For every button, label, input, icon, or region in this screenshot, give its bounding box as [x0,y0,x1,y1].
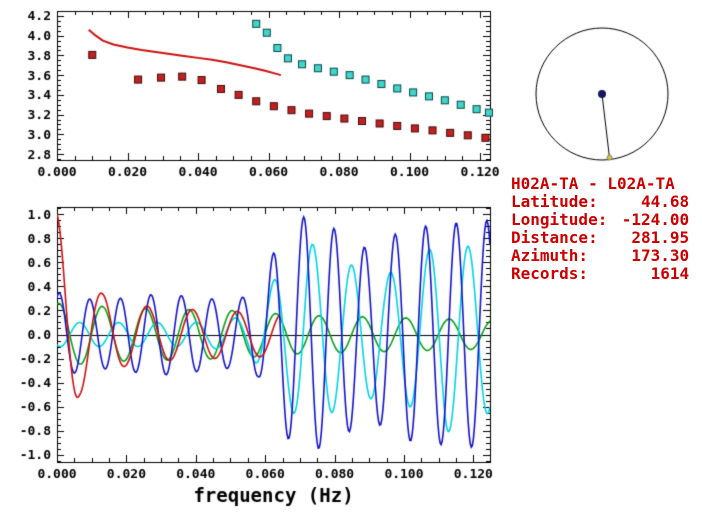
info-row-azimuth: Azimuth: 173.30 [511,247,701,265]
distance-label: Distance: [511,228,598,247]
latitude-label: Latitude: [511,192,598,211]
azimuth-label: Azimuth: [511,246,589,265]
longitude-value: -124.00 [621,210,690,229]
station-pair-title: H02A-TA - L02A-TA [511,174,675,193]
records-label: Records: [511,264,589,283]
info-row-records: Records: 1614 [511,265,701,283]
records-value: 1614 [650,264,690,283]
waveform-plot-canvas [0,195,502,519]
azimuth-value: 173.30 [631,246,690,265]
distance-value: 281.95 [631,228,690,247]
info-row-distance: Distance: 281.95 [511,229,701,247]
info-row-latitude: Latitude: 44.68 [511,193,701,211]
dispersion-plot-canvas [0,0,502,195]
info-row-longitude: Longitude: -124.00 [511,211,701,229]
azimuth-circle-canvas [505,5,702,175]
longitude-label: Longitude: [511,210,608,229]
station-info-panel: H02A-TA - L02A-TA Latitude: 44.68 Longit… [511,175,701,283]
latitude-value: 44.68 [641,192,690,211]
